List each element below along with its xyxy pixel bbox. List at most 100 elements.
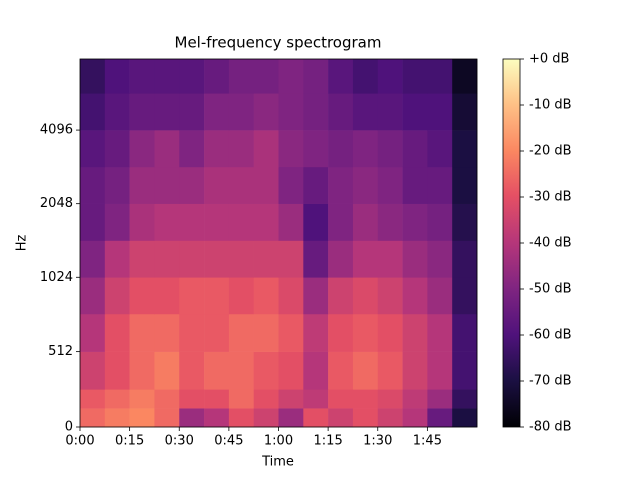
heatmap-cell [228, 351, 254, 390]
heatmap-cell [352, 389, 379, 409]
heatmap-cell [427, 59, 453, 94]
heatmap-cell [303, 203, 329, 241]
heatmap-cell [328, 389, 354, 409]
heatmap-cell [278, 313, 304, 352]
heatmap-cell [427, 130, 453, 168]
y-tick-label: 2048 [40, 196, 73, 211]
heatmap-cell [402, 351, 428, 390]
x-tick-label: 0:15 [115, 434, 144, 449]
heatmap-cell [352, 408, 379, 428]
heatmap-cell [352, 277, 379, 315]
heatmap-cell [352, 203, 379, 241]
heatmap-cell [328, 93, 354, 131]
heatmap-cell [204, 313, 230, 352]
x-tick-label: 0:00 [65, 434, 94, 449]
heatmap-cell [129, 313, 155, 352]
heatmap-cell [328, 240, 354, 278]
heatmap-cell [179, 351, 205, 390]
colorbar-tick-label: -10 dB [529, 98, 572, 113]
colorbar-tick-label: -40 dB [529, 236, 572, 251]
heatmap-cell [402, 166, 428, 204]
heatmap-cell [204, 166, 230, 204]
heatmap-cell [352, 166, 379, 204]
heatmap-cell [228, 130, 254, 168]
heatmap-cell [253, 59, 279, 94]
heatmap-cell [402, 277, 428, 315]
heatmap-cell [452, 408, 478, 428]
y-tick-label: 1024 [40, 270, 73, 285]
heatmap-cell [80, 351, 106, 390]
heatmap-cell [253, 389, 279, 409]
heatmap-cell [377, 313, 403, 352]
heatmap-cell [228, 389, 254, 409]
heatmap-cell [427, 277, 453, 315]
heatmap-cell [402, 408, 428, 428]
x-tick-label: 1:15 [314, 434, 343, 449]
heatmap-cell [303, 313, 329, 352]
heatmap-cell [402, 389, 428, 409]
heatmap-cell [352, 351, 379, 390]
heatmap-cell [303, 240, 329, 278]
heatmap-cell [253, 240, 279, 278]
heatmap-cell [278, 389, 304, 409]
heatmap-cell [104, 277, 130, 315]
heatmap-cell [80, 313, 106, 352]
heatmap-cell [204, 408, 230, 428]
heatmap-cell [402, 313, 428, 352]
heatmap-cell [452, 166, 478, 204]
heatmap-cell [377, 389, 403, 409]
heatmap-cell [402, 93, 428, 131]
heatmap-cell [154, 313, 180, 352]
heatmap-cell [452, 130, 478, 168]
heatmap-cell [452, 351, 478, 390]
heatmap-cell [352, 313, 379, 352]
heatmap-cell [129, 203, 155, 241]
heatmap-cell [427, 313, 453, 352]
heatmap-cell [253, 130, 279, 168]
heatmap-cell [253, 93, 279, 131]
colorbar-tick-label: -60 dB [529, 328, 572, 343]
heatmap-cell [278, 277, 304, 315]
heatmap-cell [80, 408, 106, 428]
heatmap-cell [80, 240, 106, 278]
x-tick-label: 1:00 [264, 434, 293, 449]
heatmap-cell [402, 59, 428, 94]
heatmap-cell [204, 203, 230, 241]
x-tick-label: 0:45 [214, 434, 243, 449]
heatmap-cell [179, 240, 205, 278]
heatmap-cell [328, 277, 354, 315]
heatmap-cell [104, 130, 130, 168]
heatmap-cell [80, 93, 106, 131]
heatmap-cell [154, 277, 180, 315]
heatmap-cell [427, 166, 453, 204]
heatmap-cell [80, 166, 106, 204]
colorbar-tick-label: -30 dB [529, 190, 572, 205]
heatmap-cell [328, 313, 354, 352]
heatmap-cell [328, 130, 354, 168]
heatmap-cell [427, 240, 453, 278]
y-axis-label: Hz [15, 235, 30, 252]
heatmap-cell [427, 389, 453, 409]
heatmap-cell [352, 93, 379, 131]
heatmap-cell [402, 130, 428, 168]
heatmap-cell [452, 277, 478, 315]
heatmap-cell [328, 203, 354, 241]
heatmap-cell [204, 130, 230, 168]
heatmap-cell [377, 277, 403, 315]
heatmap-cell [179, 313, 205, 352]
heatmap-cell [352, 240, 379, 278]
heatmap-cell [303, 130, 329, 168]
heatmap-cell [80, 203, 106, 241]
heatmap-cell [328, 351, 354, 390]
heatmap-cell [129, 277, 155, 315]
heatmap-cell [154, 408, 180, 428]
heatmap-cell [228, 408, 254, 428]
heatmap-cell [129, 351, 155, 390]
colorbar-tick-label: +0 dB [529, 52, 569, 67]
colorbar-tick-label: -70 dB [529, 374, 572, 389]
heatmap-cell [129, 93, 155, 131]
heatmap-cell [228, 166, 254, 204]
heatmap-cell [253, 166, 279, 204]
heatmap-cell [328, 59, 354, 94]
heatmap-cell [80, 389, 106, 409]
